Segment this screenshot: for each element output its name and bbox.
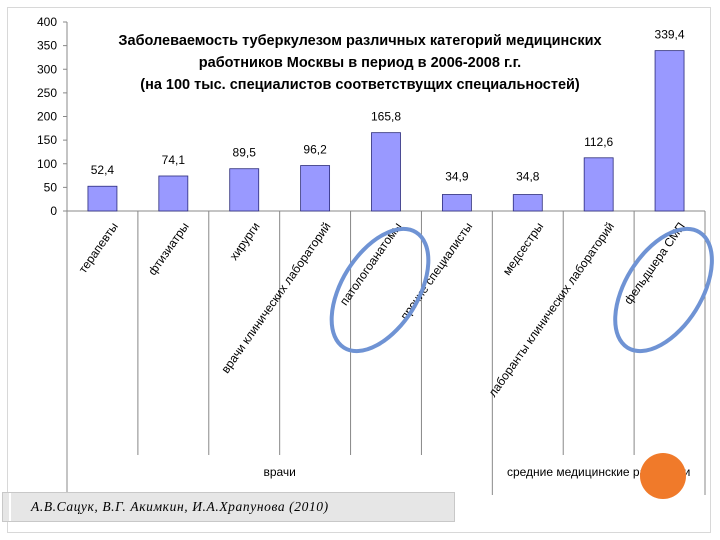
citation-text: А.В.Сацук, В.Г. Акимкин, И.А.Храпунова (… (31, 499, 329, 514)
y-tick-label: 150 (37, 133, 57, 147)
highlight-oval (329, 226, 431, 354)
data-label: 74,1 (162, 153, 186, 167)
category-label: прочие специалисты (397, 220, 475, 323)
bar (512, 194, 543, 212)
chart-bars: 52,4 74,1 89,5 96,2 165,8 34,9 34,8 112,6 339,4 (87, 28, 685, 212)
citation-box: А.В.Сацук, В.Г. Акимкин, И.А.Храпунова (… (2, 492, 455, 522)
bar (229, 168, 260, 212)
y-tick-label: 250 (37, 86, 57, 100)
category-label: патологоанатомы (337, 220, 405, 308)
category-label: фтизиатры (145, 220, 192, 278)
slide-border (7, 7, 711, 533)
data-label: 34,9 (445, 170, 469, 184)
data-label: 34,8 (516, 170, 540, 184)
y-tick-label: 400 (37, 15, 57, 29)
category-label: хирурги (227, 220, 263, 263)
y-tick-label: 300 (37, 62, 57, 76)
chart-title: Заболеваемость туберкулезом различных ка… (118, 33, 601, 93)
y-tick-label: 50 (44, 180, 58, 194)
chart-group-labels: врачи средние медицинские работники (263, 465, 690, 479)
y-tick-label: 200 (37, 110, 57, 124)
data-label: 339,4 (655, 28, 685, 42)
bar (158, 175, 189, 212)
data-label: 52,4 (91, 163, 115, 177)
data-label: 112,6 (584, 135, 613, 149)
accent-dot (640, 453, 686, 499)
highlight-ovals (329, 226, 714, 354)
title-line: работников Москвы в период в 2006-2008 г… (199, 55, 521, 71)
group-label: врачи (263, 465, 295, 479)
bar (654, 50, 685, 212)
data-label: 96,2 (303, 143, 327, 157)
category-label: терапевты (76, 220, 121, 276)
bar (583, 157, 614, 212)
highlight-oval (613, 226, 714, 354)
y-tick-label: 350 (37, 39, 57, 53)
y-tick-label: 100 (37, 157, 57, 171)
y-tick-label: 0 (50, 204, 57, 218)
bar (441, 194, 472, 212)
category-label: лаборанты клинических лабораторий (485, 220, 617, 400)
bar (87, 185, 118, 212)
data-label: 89,5 (233, 146, 257, 160)
title-line: (на 100 тыс. специалистов соответствущих… (140, 77, 580, 93)
bar (300, 165, 331, 212)
data-label: 165,8 (371, 110, 401, 124)
title-line: Заболеваемость туберкулезом различных ка… (118, 33, 601, 49)
category-label: медсестры (500, 220, 547, 278)
category-label: фельдшера СМП (621, 220, 688, 307)
bar (371, 132, 401, 212)
